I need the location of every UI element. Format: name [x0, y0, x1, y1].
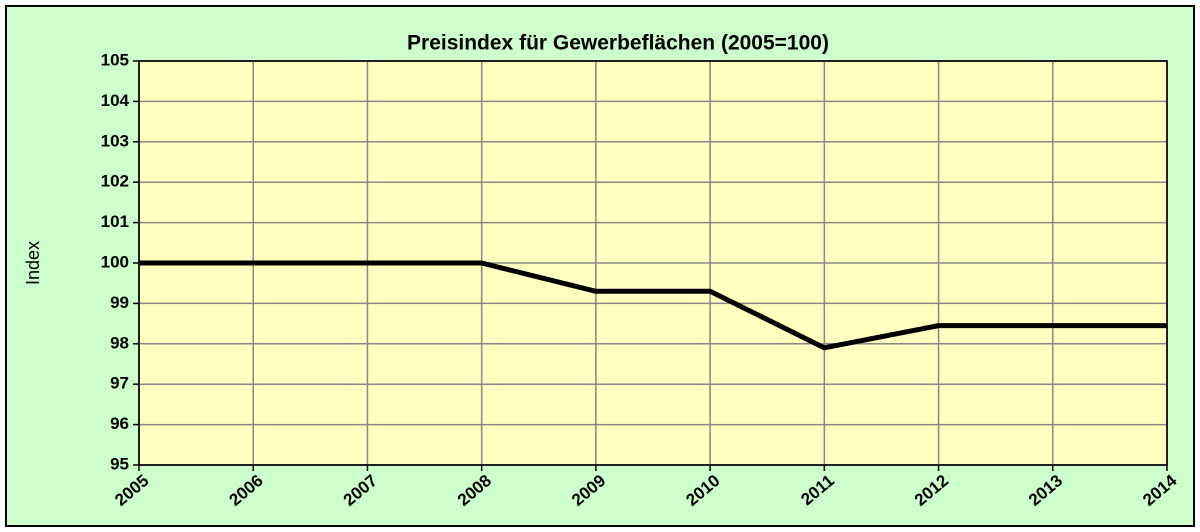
chart-title: Preisindex für Gewerbeflächen (2005=100) [407, 32, 829, 55]
y-tick-label: 103 [101, 131, 129, 150]
y-axis-label: Index [23, 241, 43, 285]
y-tick-label: 97 [110, 374, 129, 393]
y-tick-label: 105 [101, 50, 129, 69]
y-tick-label: 101 [101, 212, 129, 231]
data-line [139, 260, 1167, 351]
y-tick-label: 100 [101, 252, 129, 271]
y-tick-label: 102 [101, 172, 129, 191]
y-tick-label: 104 [101, 91, 130, 110]
y-tick-label: 95 [110, 454, 129, 473]
y-tick-label: 96 [110, 414, 129, 433]
y-tick-label: 98 [110, 333, 129, 352]
y-tick-label: 99 [110, 293, 129, 312]
